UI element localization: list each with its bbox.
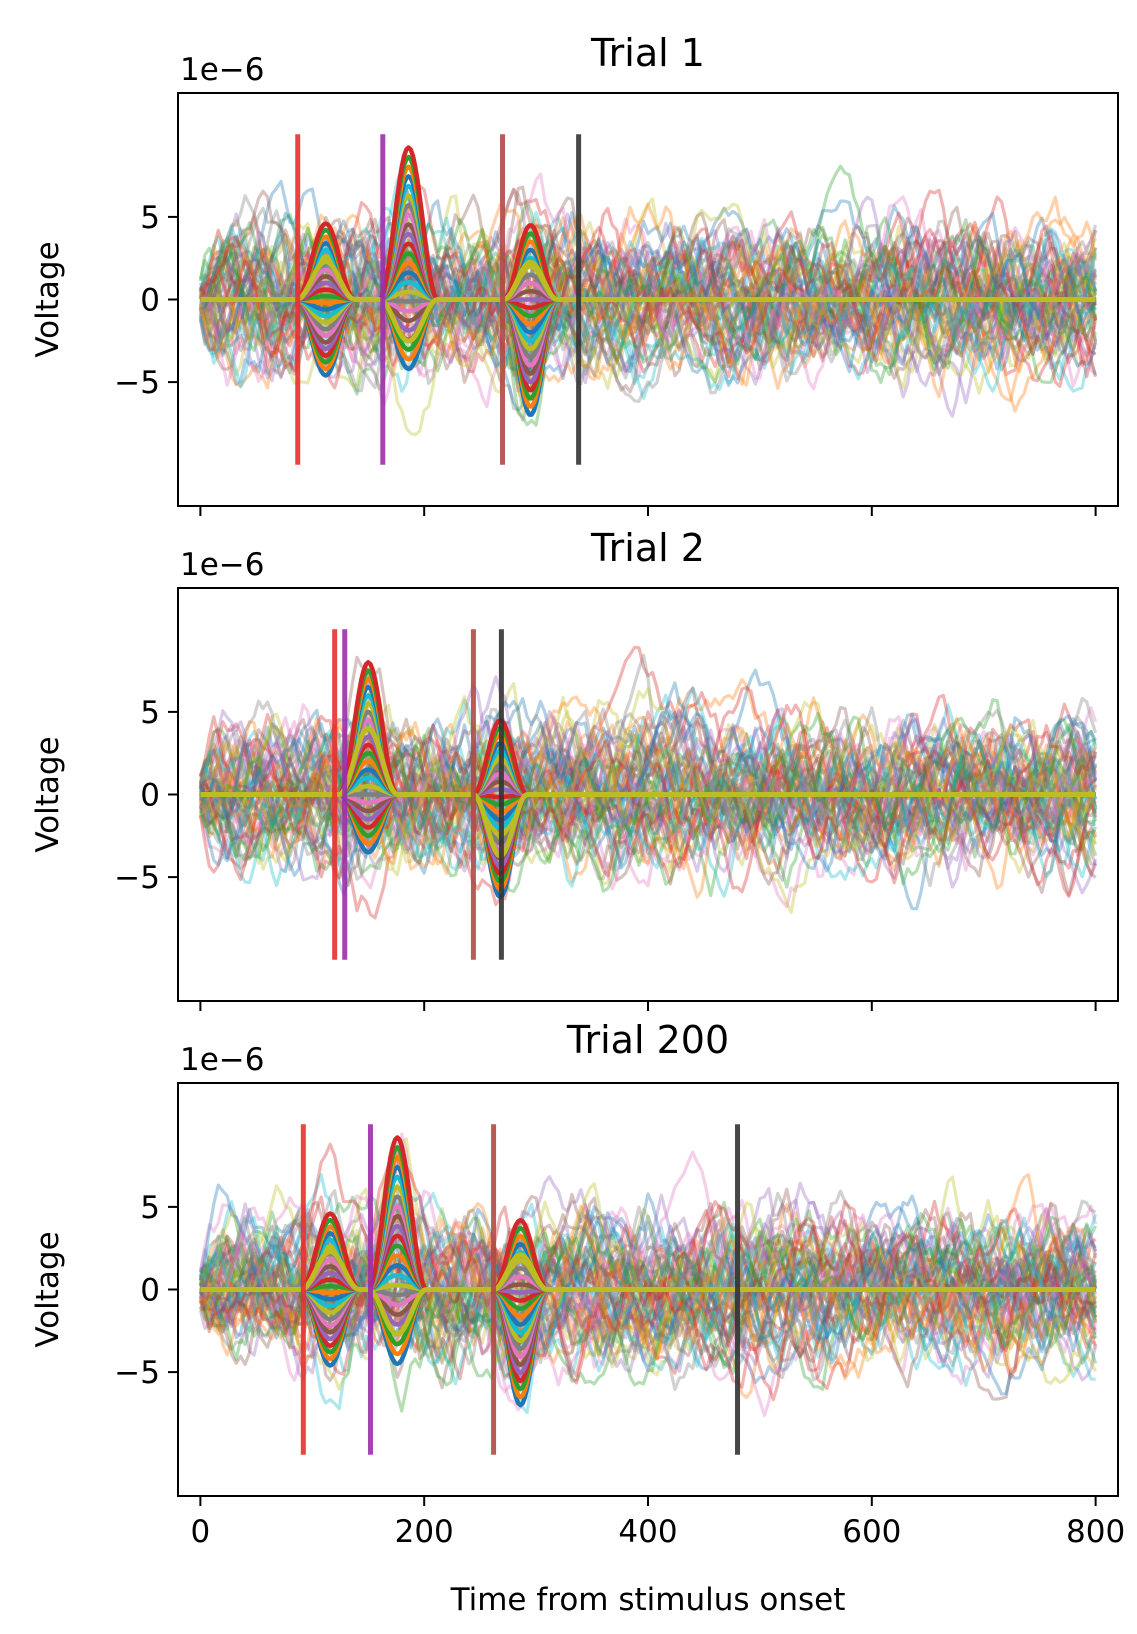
x-tick-label: 600 [842,1514,901,1550]
panel-title: Trial 2 [590,526,705,570]
x-axis-label: Time from stimulus onset [450,1582,846,1618]
y-axis-label: Voltage [30,241,66,357]
y-offset-text: 1e−6 [180,547,265,583]
panel-title: Trial 1 [590,31,705,75]
y-axis-label: Voltage [30,736,66,852]
panel-title: Trial 200 [566,1018,729,1062]
y-tick-label: 5 [140,200,160,236]
y-tick-label: 0 [140,1273,160,1309]
y-offset-text: 1e−6 [180,1042,265,1078]
x-tick-label: 0 [191,1514,211,1550]
y-offset-text: 1e−6 [180,52,265,88]
y-tick-label: −5 [114,365,160,401]
y-tick-label: 5 [140,695,160,731]
y-tick-label: 0 [140,283,160,319]
y-axis-label: Voltage [30,1231,66,1347]
y-tick-label: −5 [114,1355,160,1391]
y-tick-label: 0 [140,778,160,814]
y-tick-label: −5 [114,860,160,896]
x-tick-label: 800 [1066,1514,1125,1550]
y-tick-label: 5 [140,1190,160,1226]
x-tick-label: 400 [618,1514,677,1550]
x-tick-label: 200 [395,1514,454,1550]
